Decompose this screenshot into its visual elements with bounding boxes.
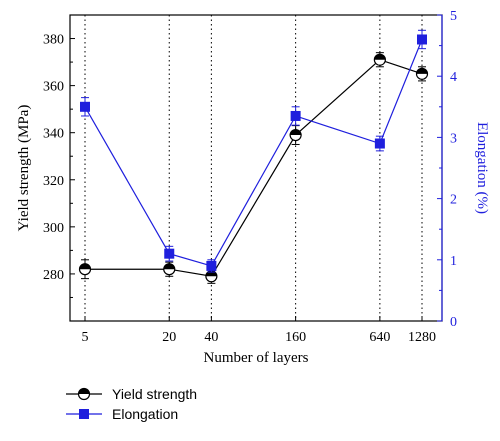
x-tick-label-40: 40 [204, 330, 218, 345]
right-tick-label-0: 0 [450, 315, 457, 330]
x-tick-label-20: 20 [162, 330, 176, 345]
data-point-yield [289, 128, 302, 142]
data-point-yield [415, 67, 429, 80]
right-tick-label-4: 4 [450, 70, 457, 85]
data-point-elongation [80, 101, 90, 112]
data-point-elongation [164, 248, 175, 259]
left-tick-label-360: 360 [43, 80, 64, 95]
left-axis-title: Yield strength (MPa) [16, 105, 32, 232]
data-point-elongation [290, 110, 301, 121]
plot-frame [69, 14, 443, 322]
series-line-1 [84, 39, 423, 267]
data-point-elongation [417, 34, 427, 45]
legend-marker-elongation [79, 409, 89, 419]
x-axis-title: Number of layers [204, 350, 309, 366]
left-tick-label-380: 380 [43, 33, 64, 48]
left-tick-label-340: 340 [43, 127, 64, 142]
marker-fill [290, 129, 302, 136]
data-point-elongation [206, 260, 217, 271]
legend-label-elongation: Elongation [112, 406, 178, 422]
left-tick-label-320: 320 [43, 174, 64, 189]
marker-fill [416, 68, 428, 74]
series-line-0 [85, 59, 423, 277]
legend-marker-yield [77, 387, 91, 401]
left-axis: 280 300 320 340 360 380 [43, 14, 75, 298]
left-tick-label-280: 280 [43, 268, 64, 283]
legend-label-yield: Yield strength [112, 386, 197, 402]
right-tick-label-2: 2 [450, 193, 457, 208]
right-tick-label-3: 3 [450, 131, 457, 146]
marker-fill [374, 54, 386, 60]
x-tick-label-640: 640 [369, 330, 390, 345]
right-axis-title: Elongation (%) [474, 122, 490, 214]
right-tick-label-1: 1 [450, 254, 457, 269]
right-tick-label-5: 5 [450, 9, 457, 24]
left-tick-label-300: 300 [43, 221, 64, 236]
legend: Yield strength Elongation [66, 386, 197, 422]
data-point-elongation [374, 138, 385, 149]
right-axis: 0 1 2 3 4 5 [437, 9, 457, 330]
data-point-yield [78, 263, 92, 276]
data-point-yield [163, 263, 176, 276]
data-point-yield [373, 53, 386, 66]
marker-fill [79, 263, 91, 270]
x-axis: 5 20 40 160 640 1280 [82, 316, 436, 345]
marker-fill [163, 263, 175, 270]
x-tick-label-1280: 1280 [408, 330, 436, 345]
series-layer [78, 29, 429, 284]
x-tick-label-5: 5 [82, 330, 89, 345]
vertical-gridlines [84, 15, 423, 321]
x-tick-label-160: 160 [285, 330, 306, 345]
